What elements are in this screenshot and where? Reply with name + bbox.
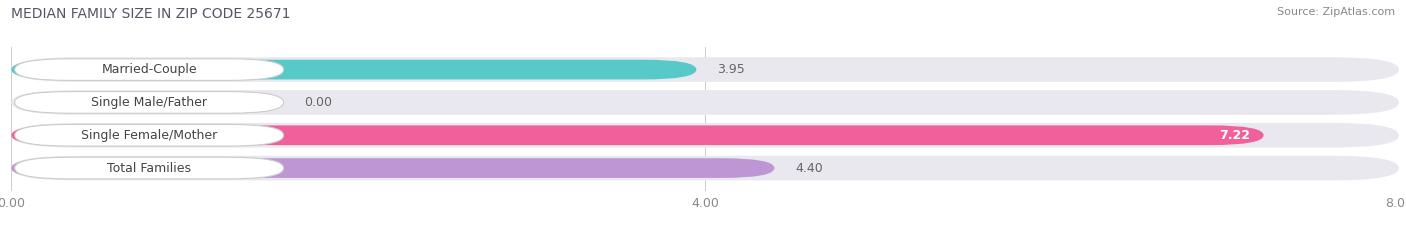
FancyBboxPatch shape [14, 92, 284, 113]
Text: MEDIAN FAMILY SIZE IN ZIP CODE 25671: MEDIAN FAMILY SIZE IN ZIP CODE 25671 [11, 7, 291, 21]
Text: Single Male/Father: Single Male/Father [91, 96, 207, 109]
FancyBboxPatch shape [11, 156, 1399, 180]
Text: Source: ZipAtlas.com: Source: ZipAtlas.com [1277, 7, 1395, 17]
FancyBboxPatch shape [11, 123, 1399, 147]
Text: 4.40: 4.40 [796, 161, 823, 175]
Text: 0.00: 0.00 [305, 96, 332, 109]
FancyBboxPatch shape [11, 158, 775, 178]
Text: Total Families: Total Families [107, 161, 191, 175]
FancyBboxPatch shape [11, 57, 1399, 82]
Text: 7.22: 7.22 [1219, 129, 1250, 142]
FancyBboxPatch shape [11, 125, 1264, 145]
FancyBboxPatch shape [14, 157, 284, 179]
Text: Single Female/Mother: Single Female/Mother [82, 129, 218, 142]
FancyBboxPatch shape [11, 90, 1399, 115]
FancyBboxPatch shape [14, 124, 284, 146]
Text: Married-Couple: Married-Couple [101, 63, 197, 76]
FancyBboxPatch shape [14, 59, 284, 80]
Text: 3.95: 3.95 [717, 63, 745, 76]
FancyBboxPatch shape [11, 60, 696, 79]
